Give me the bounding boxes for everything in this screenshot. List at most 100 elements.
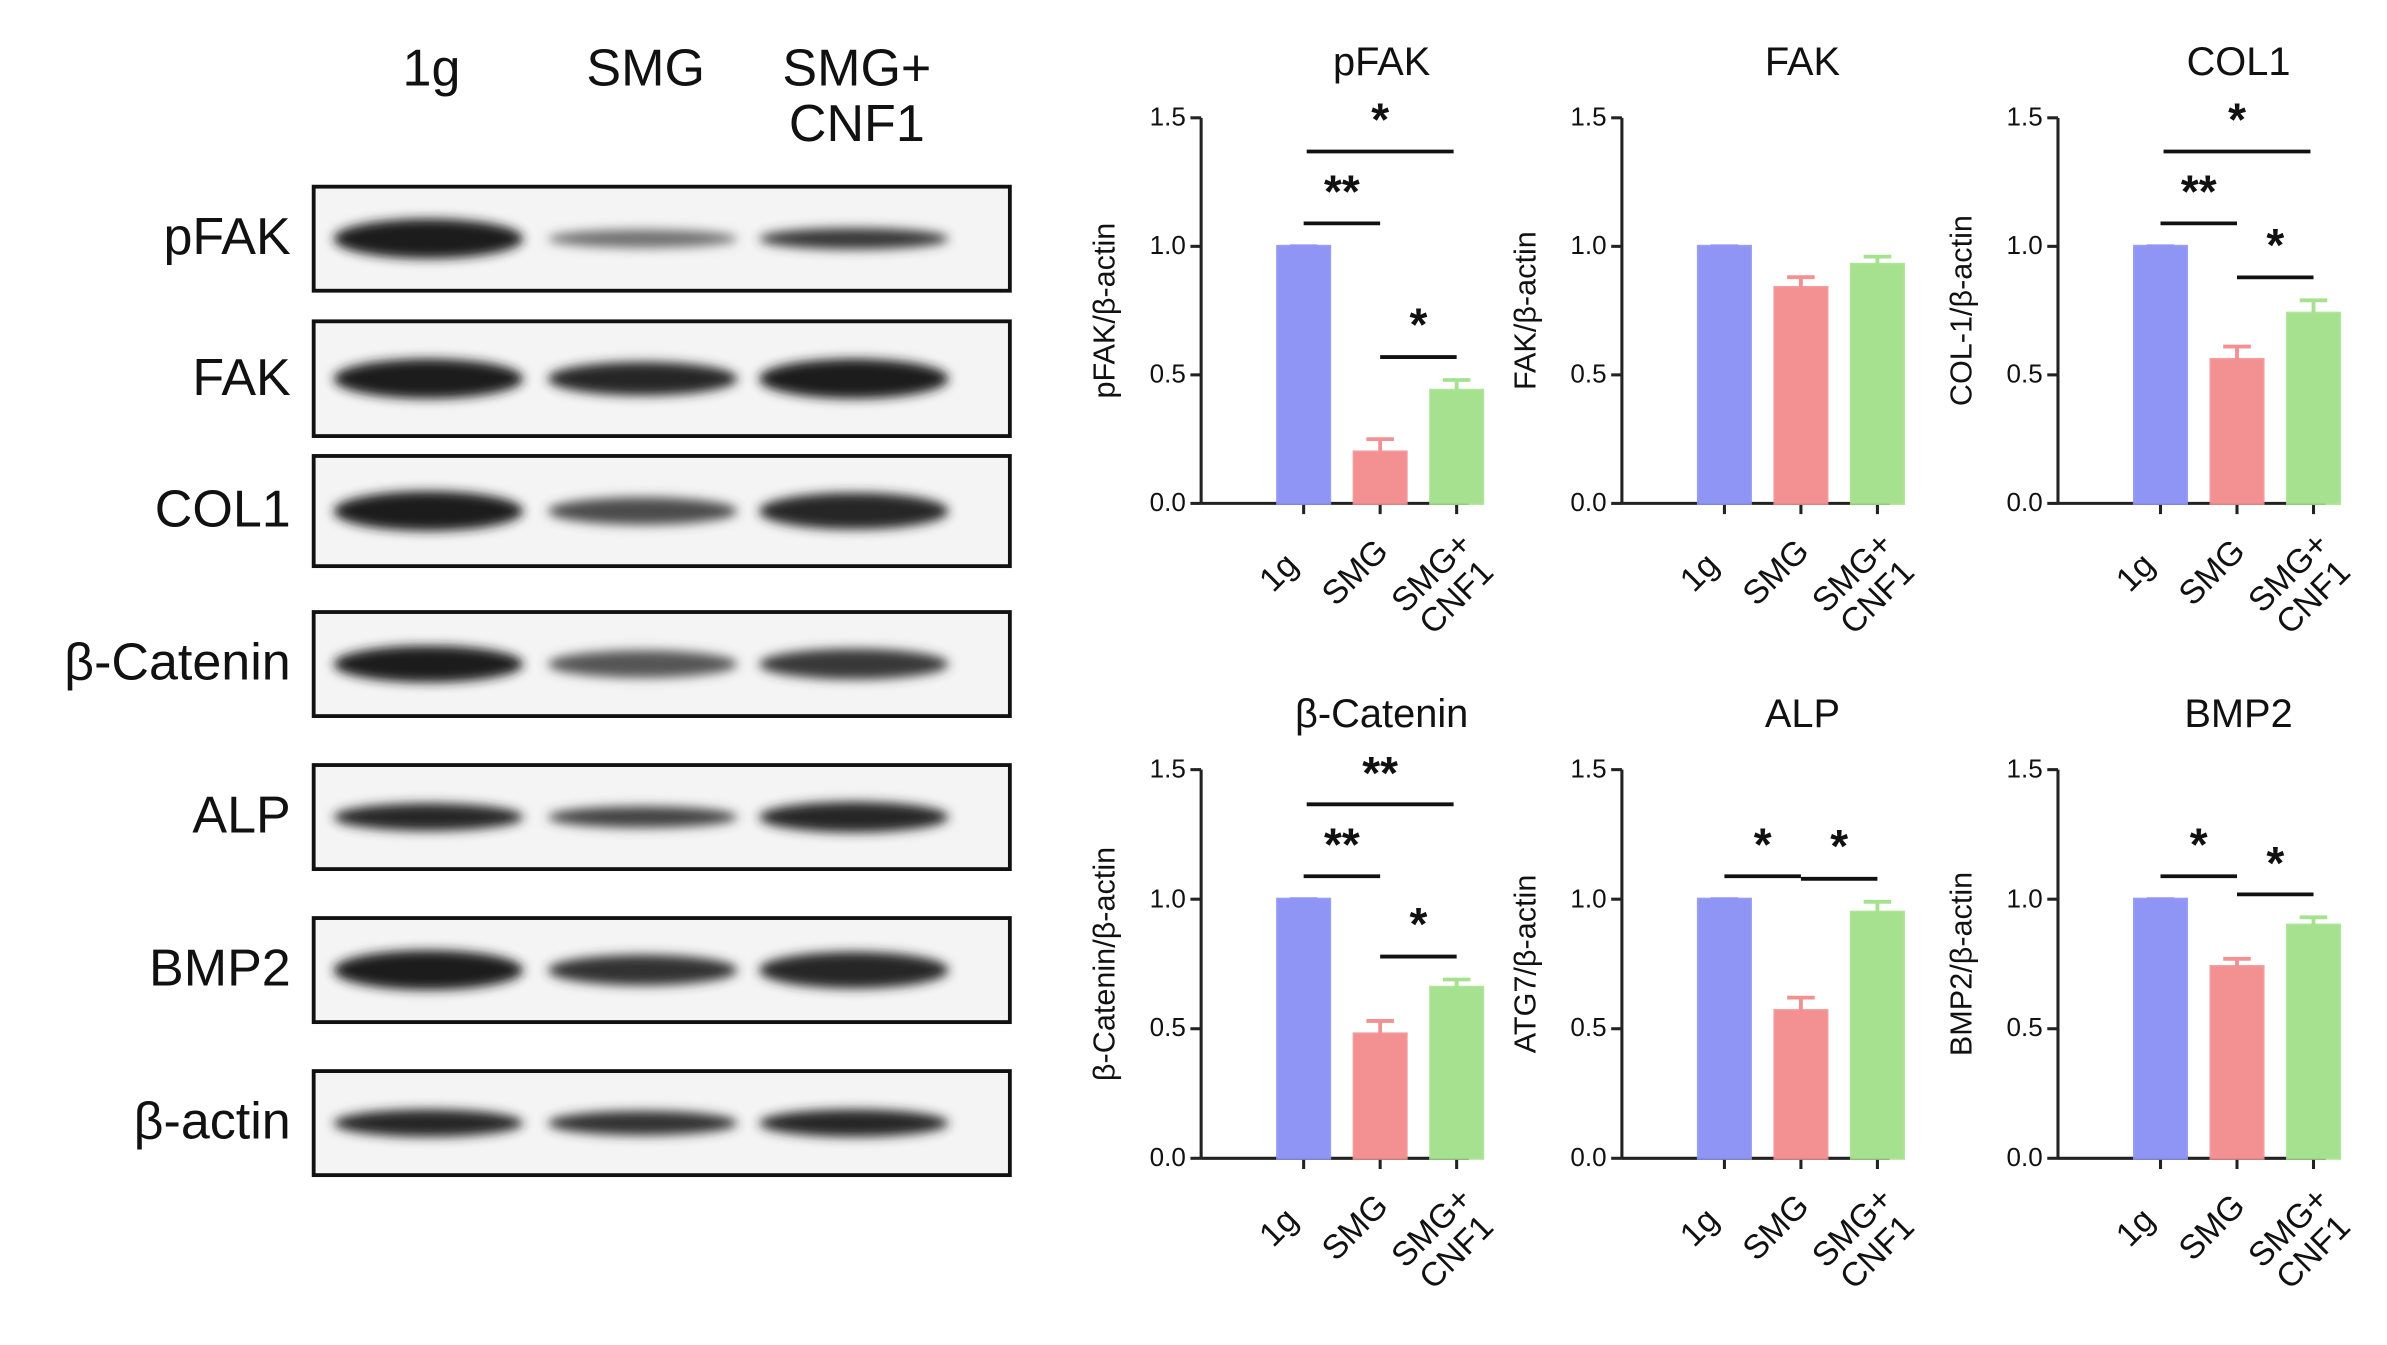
bar	[2209, 965, 2265, 1160]
bar	[2285, 923, 2342, 1160]
y-tick-label: 0.5	[1570, 359, 1607, 389]
blot-band	[547, 229, 738, 248]
chart-title: FAK	[1764, 38, 1841, 85]
error-bar	[1863, 899, 1892, 913]
y-tick-label: 0.5	[1149, 359, 1186, 389]
significance-label: *	[2189, 820, 2208, 871]
y-axis-label: FAK/β-actin	[1509, 231, 1544, 390]
bar	[1773, 285, 1829, 505]
y-tick-label: 0.0	[1149, 1143, 1186, 1173]
y-tick-label: 0.0	[2006, 1143, 2043, 1173]
bar	[1276, 244, 1332, 505]
blot-band	[547, 806, 738, 828]
lane-label: SMG	[586, 39, 705, 98]
chart-title: BMP2	[2184, 690, 2293, 736]
significance-label: **	[2180, 167, 2217, 219]
bar	[2209, 357, 2265, 505]
row-label: pFAK	[163, 208, 291, 267]
y-axis-label: ATG7/β-actin	[1509, 874, 1544, 1054]
blot-band	[333, 1109, 524, 1137]
y-tick-label: 0.5	[1570, 1013, 1607, 1043]
chart-title: ALP	[1764, 690, 1841, 736]
y-tick-label: 1.0	[1149, 883, 1186, 914]
significance-label: *	[1409, 301, 1428, 352]
row-label: β-actin	[133, 1092, 291, 1151]
error-bar	[1787, 275, 1815, 288]
y-axis-label: COL-1/β-actin	[1945, 215, 1980, 407]
error-bar	[1863, 254, 1892, 265]
row-label: COL1	[154, 480, 291, 539]
bar	[1429, 985, 1485, 1160]
row-label: BMP2	[149, 939, 291, 998]
blot-band	[758, 648, 949, 680]
significance-label: *	[1753, 820, 1772, 871]
y-tick-label: 1.0	[2006, 883, 2043, 914]
row-label: ALP	[192, 786, 291, 845]
bar	[1849, 910, 1905, 1160]
blot-band	[547, 497, 738, 525]
error-bar	[1787, 995, 1815, 1011]
chart-title: β-Catenin	[1295, 690, 1469, 736]
y-tick-label: 1.0	[2006, 231, 2043, 261]
y-tick-label: 0.5	[2006, 1013, 2043, 1043]
error-bar	[2299, 915, 2328, 926]
blot-band	[758, 801, 949, 833]
bar	[1849, 262, 1905, 505]
significance-label: *	[1409, 900, 1428, 952]
bar	[1352, 450, 1408, 505]
row-label: FAK	[192, 348, 291, 407]
y-tick-label: 1.5	[1570, 102, 1607, 132]
y-tick-label: 1.0	[1570, 883, 1607, 914]
bar	[1696, 897, 1752, 1160]
chart-title: COL1	[2186, 38, 2291, 85]
blot-band	[547, 1110, 738, 1136]
lane-label: SMG+ CNF1	[782, 39, 932, 153]
y-tick-label: 1.5	[2006, 102, 2043, 132]
blot-band	[547, 361, 738, 396]
blot-band	[758, 227, 949, 250]
error-bar	[2223, 956, 2251, 967]
blot-band	[333, 803, 524, 831]
blot-band	[333, 645, 524, 683]
bar	[1773, 1009, 1829, 1160]
y-tick-label: 0.5	[2006, 359, 2043, 389]
blot-band	[333, 950, 524, 990]
row-label: β-Catenin	[64, 633, 291, 692]
bar	[2132, 897, 2189, 1160]
bar	[1696, 244, 1752, 505]
y-tick-label: 0.0	[1570, 488, 1607, 518]
significance-label: *	[2266, 221, 2285, 272]
bar	[1352, 1032, 1408, 1160]
significance-label: *	[1371, 95, 1390, 147]
error-bar	[1366, 1019, 1394, 1034]
blot-band	[547, 650, 738, 678]
significance-label: *	[1830, 822, 1849, 874]
y-axis-label: pFAK/β-actin	[1088, 222, 1123, 399]
error-bar	[1366, 437, 1394, 452]
significance-label: **	[1324, 167, 1360, 219]
y-axis-label: β-Catenin/β-actin	[1088, 846, 1123, 1082]
error-bar	[2299, 298, 2328, 314]
significance-label: *	[2228, 95, 2246, 147]
chart-title: pFAK	[1333, 38, 1431, 85]
y-tick-label: 0.0	[2006, 488, 2043, 518]
significance-label: *	[2266, 838, 2285, 890]
blot-band	[758, 951, 949, 989]
lane-label: 1g	[402, 39, 461, 98]
bar	[2285, 311, 2342, 505]
blot-band	[758, 1109, 949, 1137]
significance-label: **	[1362, 748, 1399, 799]
y-tick-label: 0.0	[1149, 488, 1186, 518]
bar	[1429, 388, 1485, 505]
y-tick-label: 1.5	[1149, 102, 1186, 132]
blot-band	[758, 358, 949, 399]
y-tick-label: 1.5	[1570, 754, 1607, 784]
blot-band	[547, 954, 738, 986]
y-tick-label: 0.0	[1570, 1143, 1607, 1173]
y-tick-label: 1.0	[1570, 231, 1607, 261]
y-tick-label: 0.5	[1149, 1013, 1186, 1043]
error-bar	[1442, 977, 1471, 988]
